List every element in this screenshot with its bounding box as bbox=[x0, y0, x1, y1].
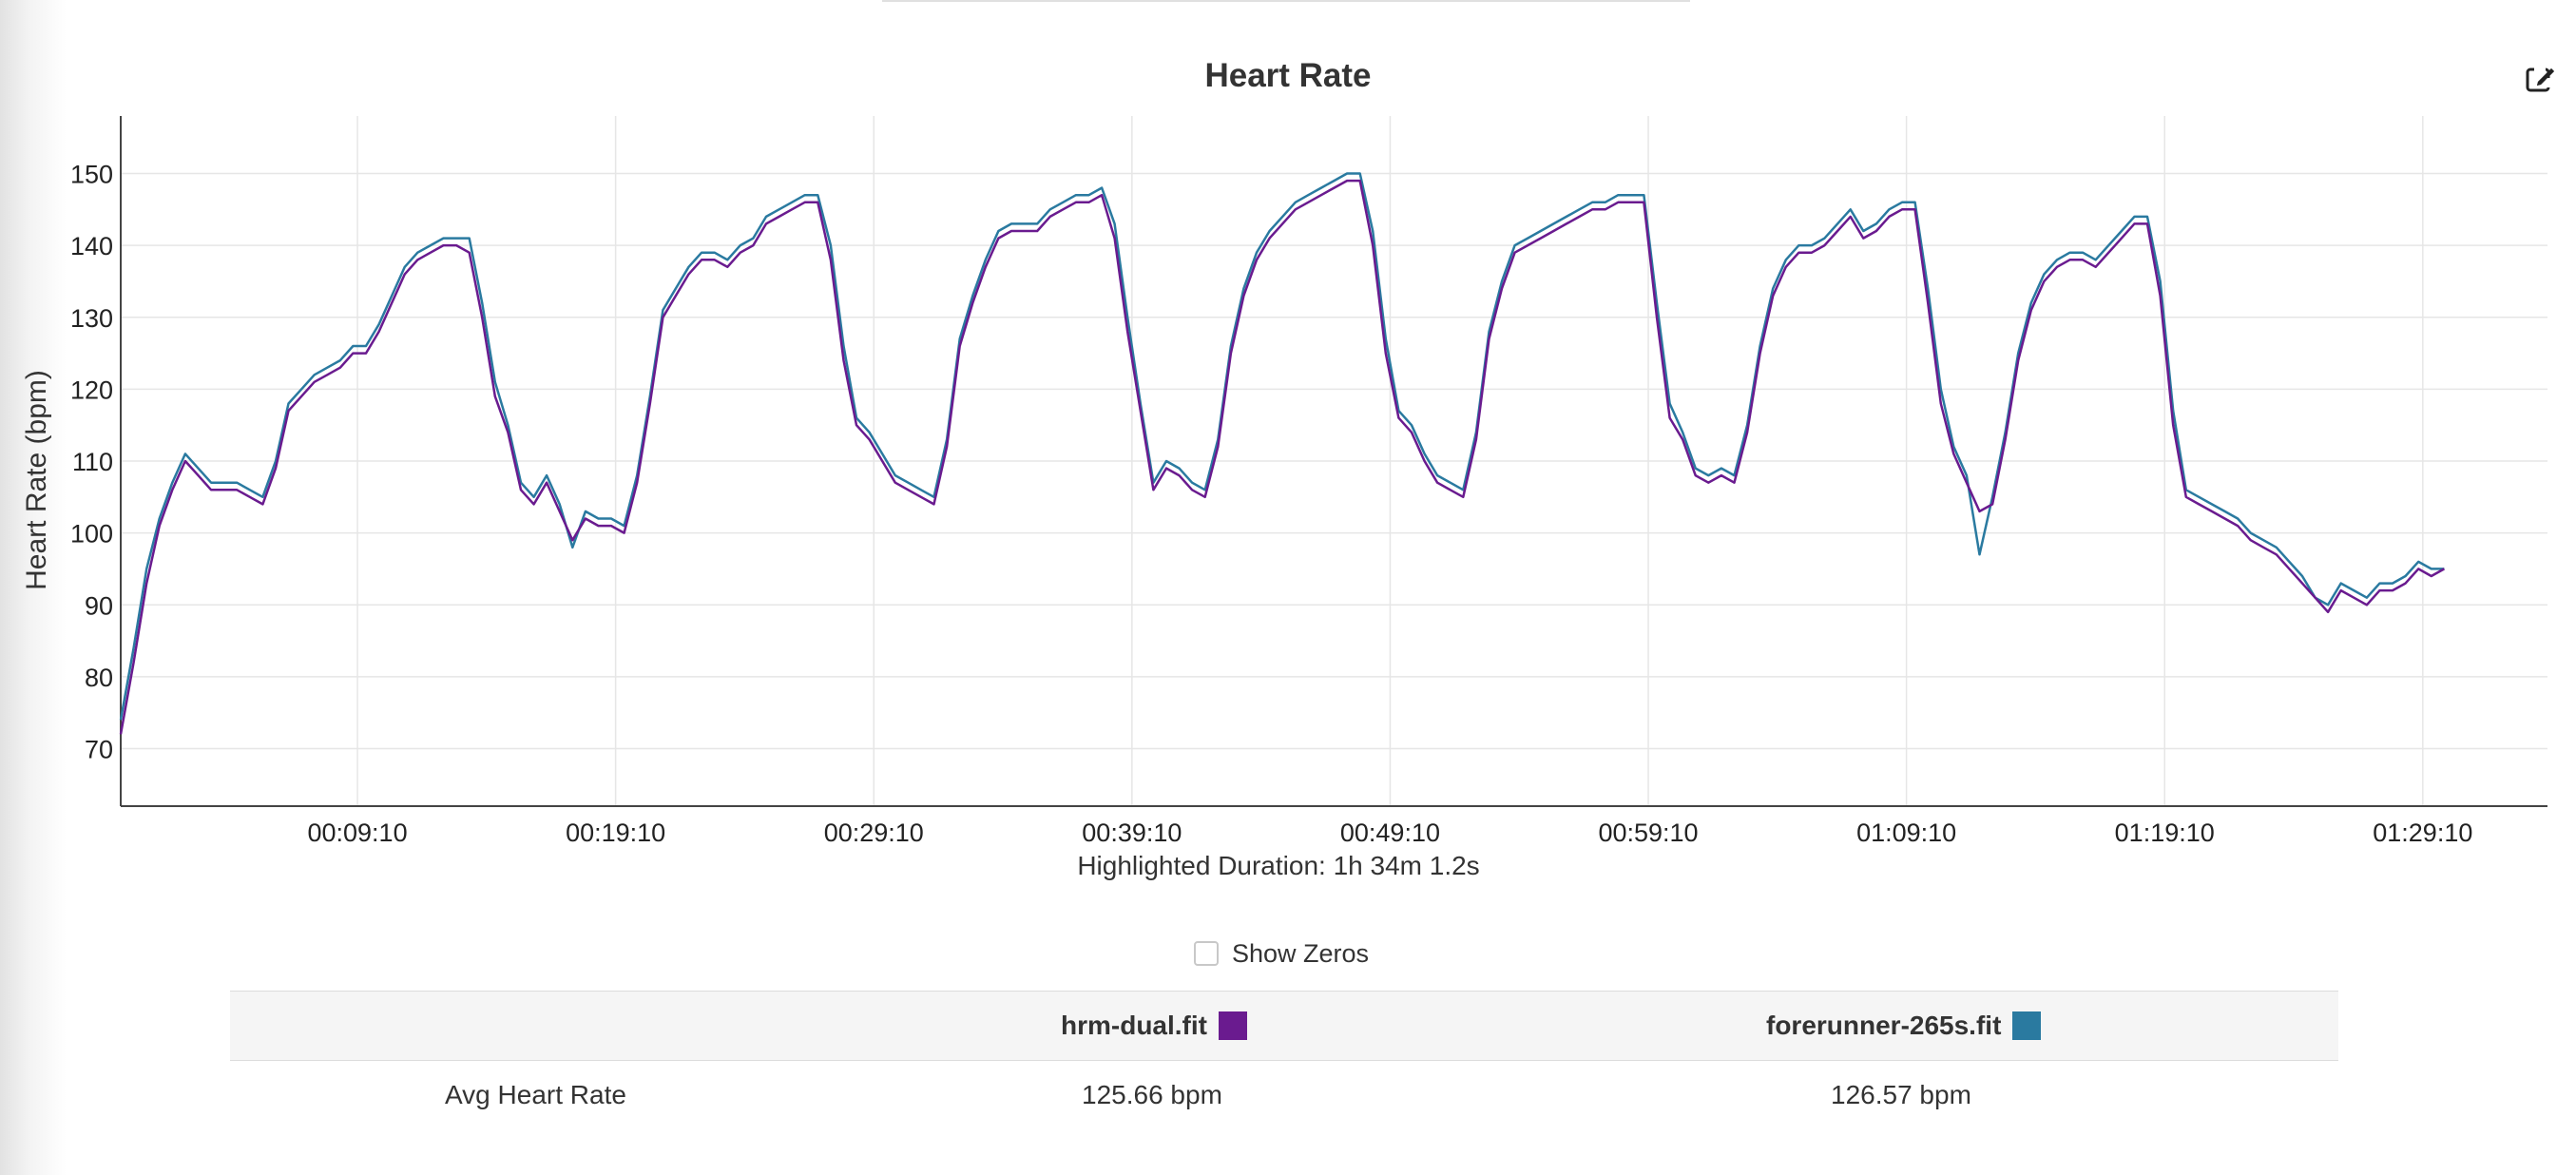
stats-column-hrm-dual: hrm-dual.fit bbox=[1061, 992, 1247, 1060]
x-axis-ticks: 00:09:10 00:19:10 00:29:10 00:39:10 00:49:10… bbox=[307, 819, 2472, 847]
x-tick-label: 00:29:10 bbox=[824, 819, 924, 847]
y-axis-label: Heart Rate (bpm) bbox=[21, 370, 52, 590]
column-name: forerunner-265s.fit bbox=[1766, 1011, 2002, 1040]
chart-axes bbox=[120, 116, 2547, 807]
series-line-hrm-dual-fit bbox=[119, 179, 2446, 735]
stat-label: Avg Heart Rate bbox=[445, 1080, 626, 1109]
page-edge-shadow bbox=[0, 0, 67, 1175]
top-divider bbox=[882, 0, 1690, 2]
series-line-forerunner-265s-fit bbox=[119, 172, 2445, 721]
y-tick-label: 100 bbox=[70, 520, 113, 549]
x-tick-label: 00:19:10 bbox=[566, 819, 665, 847]
x-tick-label: 00:09:10 bbox=[307, 819, 407, 847]
column-name: hrm-dual.fit bbox=[1061, 1011, 1207, 1040]
chart-title: Heart Rate bbox=[1204, 57, 1372, 94]
x-axis-label: Highlighted Duration: 1h 34m 1.2s bbox=[1077, 851, 1479, 880]
stats-column-forerunner: forerunner-265s.fit bbox=[1766, 992, 2042, 1060]
x-tick-label: 00:49:10 bbox=[1340, 819, 1440, 847]
x-tick-label: 01:09:10 bbox=[1856, 819, 1956, 847]
y-axis-ticks: 70 80 90 100 110 120 130 140 150 bbox=[70, 161, 113, 764]
stats-table: hrm-dual.fit forerunner-265s.fit Avg Hea… bbox=[230, 991, 2338, 1129]
y-tick-label: 150 bbox=[70, 161, 113, 189]
heart-rate-chart: 70 80 90 100 110 120 130 140 150 00:09:10 00:19:1… bbox=[21, 116, 2547, 880]
x-tick-label: 00:39:10 bbox=[1082, 819, 1182, 847]
show-zeros-label: Show Zeros bbox=[1232, 938, 1370, 968]
y-tick-label: 130 bbox=[70, 304, 113, 333]
stats-row-avg-heart-rate: Avg Heart Rate 125.66 bpm 126.57 bpm bbox=[230, 1061, 2338, 1129]
chart-grid bbox=[121, 116, 2547, 806]
stat-value-forerunner: 126.57 bpm bbox=[1831, 1080, 1971, 1109]
y-tick-label: 140 bbox=[70, 232, 113, 260]
show-zeros-control[interactable]: Show Zeros bbox=[1194, 936, 1369, 971]
series-color-swatch bbox=[1219, 1011, 1247, 1040]
chart-series bbox=[119, 172, 2446, 735]
y-tick-label: 70 bbox=[85, 736, 113, 764]
x-tick-label: 01:29:10 bbox=[2373, 819, 2472, 847]
stat-value-hrm-dual: 125.66 bpm bbox=[1082, 1080, 1222, 1109]
edit-icon[interactable] bbox=[2525, 63, 2557, 95]
y-tick-label: 80 bbox=[85, 664, 113, 692]
show-zeros-checkbox[interactable] bbox=[1194, 941, 1219, 966]
y-tick-label: 90 bbox=[85, 591, 113, 620]
x-tick-label: 00:59:10 bbox=[1598, 819, 1698, 847]
y-tick-label: 110 bbox=[72, 448, 113, 476]
x-tick-label: 01:19:10 bbox=[2115, 819, 2215, 847]
stats-header-row: hrm-dual.fit forerunner-265s.fit bbox=[230, 991, 2338, 1061]
y-tick-label: 120 bbox=[70, 376, 113, 404]
series-color-swatch bbox=[2012, 1011, 2042, 1040]
